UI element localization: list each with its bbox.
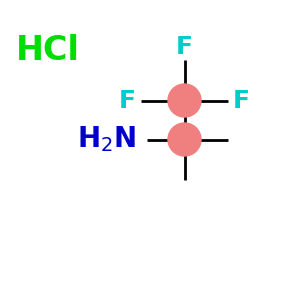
Text: HCl: HCl — [16, 34, 80, 68]
Circle shape — [168, 84, 201, 117]
Text: F: F — [233, 88, 250, 112]
Circle shape — [168, 123, 201, 156]
Text: H$_2$N: H$_2$N — [77, 124, 136, 154]
Text: F: F — [119, 88, 136, 112]
Text: F: F — [176, 34, 193, 58]
